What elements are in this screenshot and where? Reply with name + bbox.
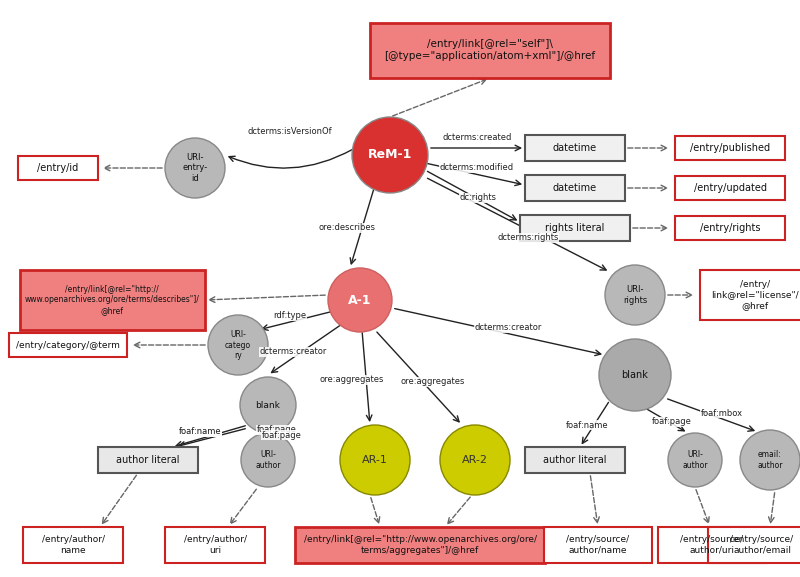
FancyBboxPatch shape [98,447,198,473]
Text: foaf:page: foaf:page [652,418,692,426]
Text: ore:aggregates: ore:aggregates [320,376,384,384]
Circle shape [328,268,392,332]
FancyBboxPatch shape [370,23,610,77]
Text: /entry/published: /entry/published [690,143,770,153]
Text: URI-
entry-
id: URI- entry- id [182,153,208,183]
Text: URI-
author: URI- author [682,450,708,470]
Text: datetime: datetime [553,183,597,193]
Text: /entry/link[@rel="http://www.openarchives.org/ore/
terms/aggregates"]/@href: /entry/link[@rel="http://www.openarchive… [303,535,537,554]
Circle shape [352,117,428,193]
Text: dcterms:modified: dcterms:modified [440,163,514,173]
Circle shape [340,425,410,495]
Text: rights literal: rights literal [546,223,605,233]
Text: dcterms:creator: dcterms:creator [474,324,542,332]
Text: ore:aggregates: ore:aggregates [401,377,465,387]
Circle shape [668,433,722,487]
Text: /entry/source/
author/uri: /entry/source/ author/uri [681,535,743,554]
Text: foaf:page: foaf:page [262,430,302,440]
Text: URI-
author: URI- author [255,450,281,470]
Text: author literal: author literal [116,455,180,465]
FancyBboxPatch shape [520,215,630,241]
FancyBboxPatch shape [675,176,785,200]
FancyBboxPatch shape [658,527,766,563]
Text: /entry/source/
author/email: /entry/source/ author/email [730,535,794,554]
Text: AR-2: AR-2 [462,455,488,465]
Text: author literal: author literal [543,455,606,465]
FancyBboxPatch shape [700,270,800,320]
FancyBboxPatch shape [708,527,800,563]
Text: /entry/rights: /entry/rights [700,223,760,233]
Text: /entry/updated: /entry/updated [694,183,766,193]
Text: foaf:mbox: foaf:mbox [701,409,743,418]
Text: A-1: A-1 [348,294,372,306]
Text: ReM-1: ReM-1 [368,148,412,162]
Circle shape [241,433,295,487]
Text: blank: blank [255,400,281,410]
Circle shape [605,265,665,325]
Text: foaf:page: foaf:page [257,425,297,434]
FancyBboxPatch shape [19,270,205,330]
FancyBboxPatch shape [23,527,123,563]
Circle shape [208,315,268,375]
FancyBboxPatch shape [165,527,265,563]
Text: email:
author: email: author [758,450,782,470]
Text: dcterms:rights: dcterms:rights [498,234,558,242]
Circle shape [165,138,225,198]
Text: /entry/
link@rel="license"/
@href: /entry/ link@rel="license"/ @href [711,280,799,310]
Text: rdf:type: rdf:type [274,312,306,320]
FancyBboxPatch shape [9,333,127,357]
Text: dcterms:creator: dcterms:creator [259,347,326,357]
Text: foaf:name: foaf:name [178,428,222,436]
Text: /entry/author/
uri: /entry/author/ uri [183,535,246,554]
FancyBboxPatch shape [295,527,545,563]
FancyBboxPatch shape [525,135,625,161]
Text: blank: blank [622,370,649,380]
FancyBboxPatch shape [675,136,785,160]
Circle shape [599,339,671,411]
Text: AR-1: AR-1 [362,455,388,465]
Text: ore:describes: ore:describes [318,223,375,233]
Text: /entry/id: /entry/id [38,163,78,173]
Text: /entry/source/
author/name: /entry/source/ author/name [566,535,630,554]
Circle shape [440,425,510,495]
FancyBboxPatch shape [525,447,625,473]
Text: /entry/link[@rel="http://
www.openarchives.org/ore/terms/describes"]/
@href: /entry/link[@rel="http:// www.openarchiv… [25,285,199,315]
Text: datetime: datetime [553,143,597,153]
Text: /entry/category/@term: /entry/category/@term [16,340,120,350]
FancyBboxPatch shape [544,527,652,563]
Text: dcterms:created: dcterms:created [442,133,512,143]
FancyBboxPatch shape [18,156,98,180]
FancyBboxPatch shape [675,216,785,240]
Text: dcterms:isVersionOf: dcterms:isVersionOf [248,128,332,137]
Circle shape [240,377,296,433]
FancyBboxPatch shape [525,175,625,201]
Circle shape [740,430,800,490]
Text: /entry/author/
name: /entry/author/ name [42,535,105,554]
Text: foaf:name: foaf:name [178,428,222,436]
Text: dc:rights: dc:rights [459,193,497,203]
Text: URI-
rights: URI- rights [623,285,647,305]
Text: URI-
catego
ry: URI- catego ry [225,330,251,360]
Text: /entry/link[@rel="self"]\
[@type="application/atom+xml"]/@href: /entry/link[@rel="self"]\ [@type="applic… [385,39,595,61]
Text: foaf:name: foaf:name [566,421,608,429]
